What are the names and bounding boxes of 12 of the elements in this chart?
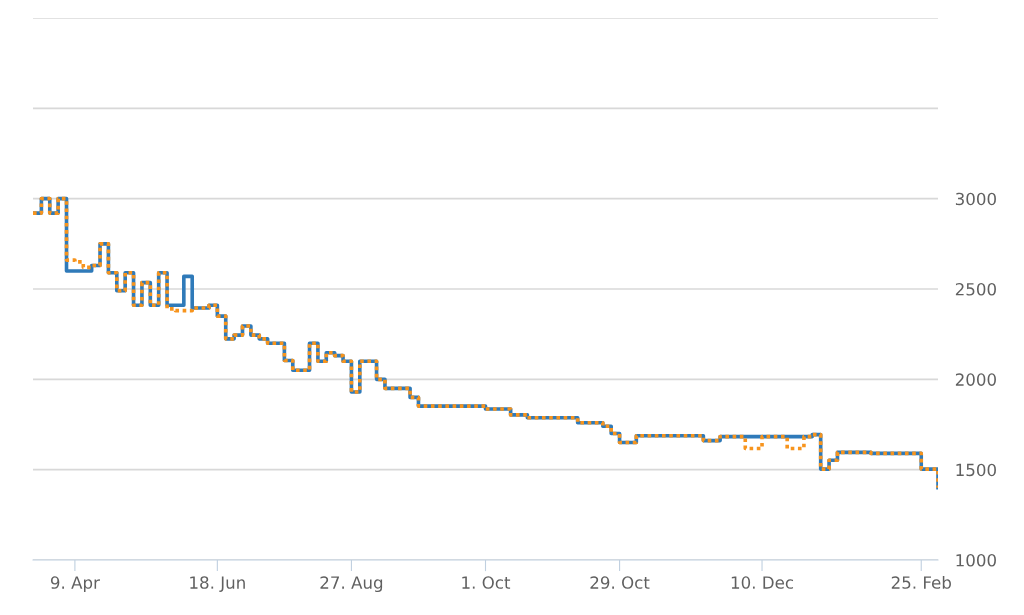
y-tick-label: 1000: [956, 553, 996, 567]
y-tick-label: 3000: [955, 192, 996, 206]
x-tick-label: 25. Feb: [891, 575, 951, 589]
x-tick-label: 9. Apr: [50, 576, 100, 593]
x-tick-label: 18. Jun: [190, 576, 245, 592]
y-tick-label: 2000: [955, 373, 996, 386]
y-tick-label: 1500: [956, 463, 996, 477]
x-tick-label: 1. Oct: [462, 576, 511, 589]
x-tick-label: 29. Oct: [590, 576, 650, 589]
x-tick-label: 10. Dec: [731, 576, 794, 589]
y-tick-label: 2500: [955, 282, 996, 296]
x-tick-label: 27. Aug: [320, 576, 383, 593]
